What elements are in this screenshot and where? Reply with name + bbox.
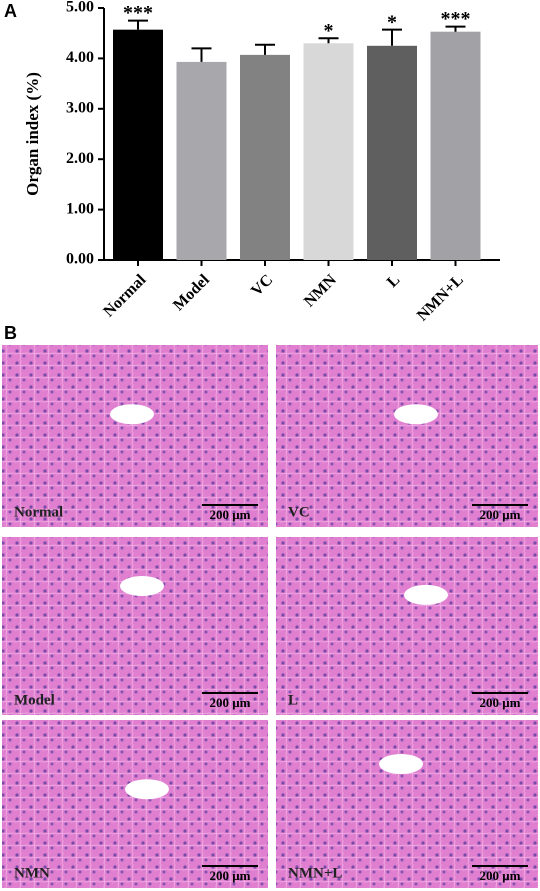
scale-bar-label: 200 μm (480, 507, 521, 522)
micrograph-label: VC (288, 504, 310, 520)
x-tick-label: NMN+L (414, 271, 467, 324)
x-tick-label: NMN (301, 271, 340, 310)
error-bar (318, 37, 339, 44)
bar (176, 61, 227, 260)
x-tick-label: L (384, 271, 404, 291)
vessel (110, 404, 154, 425)
micrograph (276, 345, 538, 527)
micrograph (276, 720, 538, 888)
panel-label: B (4, 323, 17, 343)
micrograph-label: Model (14, 692, 55, 708)
y-tick-label: 3.00 (66, 99, 94, 116)
vessel (379, 754, 423, 774)
scale-bar-label: 200 μm (210, 507, 251, 522)
y-tick-label: 0.00 (66, 251, 94, 268)
micrograph (276, 537, 538, 715)
scale-bar-label: 200 μm (210, 695, 251, 710)
error-bar (128, 19, 148, 30)
scale-bar-label: 200 μm (210, 868, 251, 883)
vessel (120, 576, 164, 596)
vessel (404, 584, 448, 605)
y-tick-label: 5.00 (66, 0, 94, 16)
bar (367, 45, 417, 260)
error-bar (255, 43, 275, 55)
significance-label: * (324, 20, 334, 42)
y-tick-label: 4.00 (66, 49, 94, 66)
x-tick-label: Normal (100, 271, 149, 320)
micrograph-label: Normal (14, 504, 63, 520)
significance-label: *** (441, 8, 471, 30)
micrograph (2, 720, 268, 888)
error-bar (191, 47, 212, 62)
micrograph-label: L (288, 692, 298, 708)
x-tick-label: Model (170, 271, 213, 314)
micrograph-label: NMN (14, 865, 50, 881)
micrograph-label: NMN+L (288, 865, 342, 881)
y-tick-label: 1.00 (66, 200, 94, 217)
error-bar (382, 28, 402, 46)
significance-label: *** (123, 2, 153, 24)
bar (303, 43, 354, 260)
bar (113, 29, 163, 261)
y-tick-label: 2.00 (66, 150, 94, 167)
significance-label: * (387, 11, 397, 33)
scale-bar-label: 200 μm (480, 695, 521, 710)
bar (240, 54, 290, 260)
micrograph (2, 537, 268, 715)
y-axis-label: Organ index (%) (23, 72, 42, 196)
vessel (394, 404, 438, 425)
panel-label: A (4, 1, 17, 21)
vessel (125, 779, 169, 800)
x-tick-label: VC (248, 271, 276, 299)
scale-bar-label: 200 μm (480, 868, 521, 883)
micrograph (2, 345, 268, 527)
bar (430, 31, 481, 260)
error-bar (445, 25, 466, 32)
